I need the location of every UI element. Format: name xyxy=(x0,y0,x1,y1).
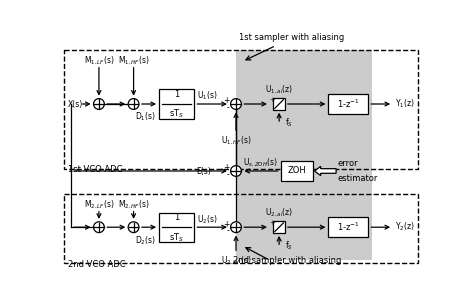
Text: f$_S$: f$_S$ xyxy=(285,239,293,252)
Text: X(s): X(s) xyxy=(68,100,83,109)
Text: +: + xyxy=(223,96,230,105)
Text: Y$_1$(z): Y$_1$(z) xyxy=(395,98,414,110)
Text: M$_{2,LF}$(s): M$_{2,LF}$(s) xyxy=(84,199,114,211)
Text: U$_{1,HF}$(s): U$_{1,HF}$(s) xyxy=(221,135,251,147)
Bar xyxy=(281,161,313,181)
Text: +: + xyxy=(269,220,275,226)
Text: 1: 1 xyxy=(174,90,179,99)
Text: M$_{1,LF}$(s): M$_{1,LF}$(s) xyxy=(84,55,114,67)
Text: 2nd sampler with aliasing: 2nd sampler with aliasing xyxy=(233,256,342,265)
Text: U$_{1,al}$(z): U$_{1,al}$(z) xyxy=(265,83,293,95)
Text: -: - xyxy=(227,103,230,112)
Circle shape xyxy=(93,99,104,109)
Text: f$_S$: f$_S$ xyxy=(285,116,293,129)
Text: U$_2$(s): U$_2$(s) xyxy=(198,213,218,226)
Bar xyxy=(328,94,368,114)
Bar xyxy=(236,50,372,169)
Bar xyxy=(159,213,194,242)
Text: U$_1$(s): U$_1$(s) xyxy=(198,90,218,102)
Bar xyxy=(273,221,285,233)
Text: 1st VCO ADC: 1st VCO ADC xyxy=(68,165,123,174)
Text: E(s): E(s) xyxy=(196,167,210,176)
Circle shape xyxy=(231,165,241,176)
Text: 1: 1 xyxy=(174,213,179,222)
Text: +: + xyxy=(223,163,230,172)
Bar xyxy=(159,89,194,119)
Circle shape xyxy=(128,99,139,109)
Circle shape xyxy=(231,99,241,109)
Circle shape xyxy=(128,222,139,233)
Text: 1-z$^{-1}$: 1-z$^{-1}$ xyxy=(337,98,360,110)
Bar xyxy=(64,194,419,263)
Text: ZOH: ZOH xyxy=(287,166,306,175)
Text: error: error xyxy=(337,159,358,168)
Text: Y$_2$(z): Y$_2$(z) xyxy=(395,221,414,233)
Bar xyxy=(64,50,419,169)
Bar xyxy=(236,169,372,194)
Text: -: - xyxy=(227,170,230,179)
Text: +: + xyxy=(269,97,275,103)
Text: sT$_S$: sT$_S$ xyxy=(169,231,184,243)
Text: M$_{2,HF}$(s): M$_{2,HF}$(s) xyxy=(118,199,149,211)
Text: U$_{2,al}$(z): U$_{2,al}$(z) xyxy=(265,207,293,219)
Text: sT$_S$: sT$_S$ xyxy=(169,108,184,120)
Text: D$_1$(s): D$_1$(s) xyxy=(135,111,156,124)
Text: 1st sampler with aliasing: 1st sampler with aliasing xyxy=(239,34,344,42)
Text: 2nd VCO ADC: 2nd VCO ADC xyxy=(68,260,126,269)
Text: +: + xyxy=(223,220,230,229)
Text: M$_{1,HF}$(s): M$_{1,HF}$(s) xyxy=(118,55,149,67)
Bar xyxy=(273,98,285,110)
Circle shape xyxy=(231,222,241,233)
Text: U$_{2,HF}$(s): U$_{2,HF}$(s) xyxy=(221,255,251,267)
Text: -: - xyxy=(227,226,230,236)
Circle shape xyxy=(93,222,104,233)
Text: D$_2$(s): D$_2$(s) xyxy=(135,234,156,247)
Text: U$_{s,ZOH}$(s): U$_{s,ZOH}$(s) xyxy=(243,157,277,169)
Bar xyxy=(328,217,368,237)
Text: 1-z$^{-1}$: 1-z$^{-1}$ xyxy=(337,221,360,233)
Text: estimator: estimator xyxy=(337,174,378,183)
Bar xyxy=(236,194,372,259)
Polygon shape xyxy=(315,166,336,175)
